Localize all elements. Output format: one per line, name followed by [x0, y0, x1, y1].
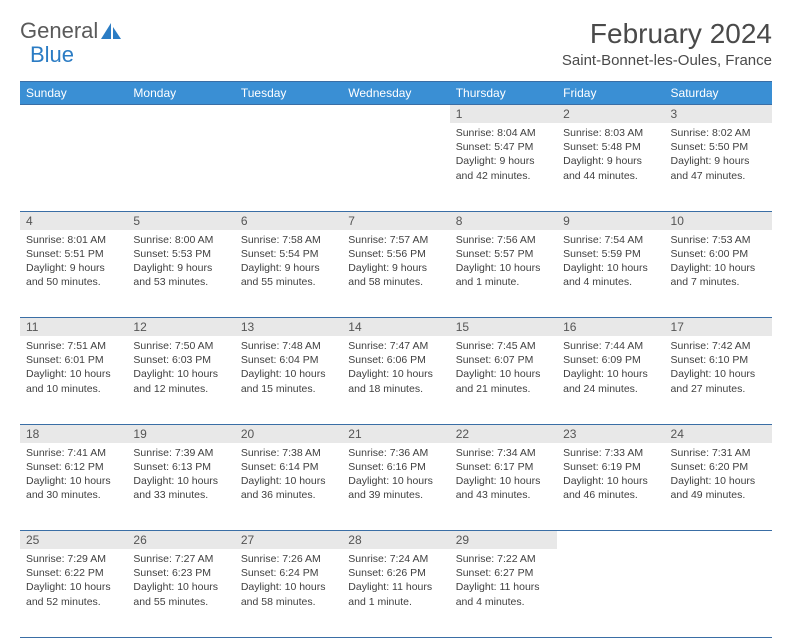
- daynum: 3: [665, 105, 772, 124]
- daynum: 4: [20, 211, 127, 230]
- daynum-row: 123: [20, 105, 772, 124]
- daynum: 2: [557, 105, 664, 124]
- daynum: 29: [450, 531, 557, 550]
- day-detail: Sunrise: 7:26 AMSunset: 6:24 PMDaylight:…: [235, 549, 342, 637]
- daynum-empty: [127, 105, 234, 124]
- daynum-empty: [557, 531, 664, 550]
- daynum: 8: [450, 211, 557, 230]
- header: General February 2024 Saint-Bonnet-les-O…: [20, 18, 772, 69]
- day-detail: Sunrise: 7:38 AMSunset: 6:14 PMDaylight:…: [235, 443, 342, 531]
- daynum-row: 45678910: [20, 211, 772, 230]
- day-detail: Sunrise: 7:39 AMSunset: 6:13 PMDaylight:…: [127, 443, 234, 531]
- day-detail: Sunrise: 8:00 AMSunset: 5:53 PMDaylight:…: [127, 230, 234, 318]
- daynum: 25: [20, 531, 127, 550]
- day-detail: Sunrise: 8:03 AMSunset: 5:48 PMDaylight:…: [557, 123, 664, 211]
- dayname: Friday: [557, 82, 664, 105]
- daynum-empty: [665, 531, 772, 550]
- dayname: Thursday: [450, 82, 557, 105]
- daynum: 7: [342, 211, 449, 230]
- daynum: 17: [665, 318, 772, 337]
- day-detail: Sunrise: 7:27 AMSunset: 6:23 PMDaylight:…: [127, 549, 234, 637]
- logo: General: [20, 18, 124, 44]
- daynum: 19: [127, 424, 234, 443]
- calendar-body: 123Sunrise: 8:04 AMSunset: 5:47 PMDaylig…: [20, 105, 772, 638]
- daynum-empty: [20, 105, 127, 124]
- day-detail: Sunrise: 8:01 AMSunset: 5:51 PMDaylight:…: [20, 230, 127, 318]
- day-detail: Sunrise: 7:56 AMSunset: 5:57 PMDaylight:…: [450, 230, 557, 318]
- dayname: Saturday: [665, 82, 772, 105]
- daynum: 1: [450, 105, 557, 124]
- logo-text-blue: Blue: [30, 42, 74, 68]
- title-block: February 2024 Saint-Bonnet-les-Oules, Fr…: [562, 18, 772, 69]
- location: Saint-Bonnet-les-Oules, France: [562, 52, 772, 69]
- daynum: 11: [20, 318, 127, 337]
- daydetail-empty: [235, 123, 342, 211]
- daydetail-empty: [665, 549, 772, 637]
- logo-sail-icon: [100, 22, 122, 40]
- daydetail-empty: [342, 123, 449, 211]
- month-title: February 2024: [562, 18, 772, 50]
- day-detail: Sunrise: 7:45 AMSunset: 6:07 PMDaylight:…: [450, 336, 557, 424]
- day-detail: Sunrise: 7:47 AMSunset: 6:06 PMDaylight:…: [342, 336, 449, 424]
- day-detail: Sunrise: 7:44 AMSunset: 6:09 PMDaylight:…: [557, 336, 664, 424]
- dayname: Monday: [127, 82, 234, 105]
- daynum: 24: [665, 424, 772, 443]
- day-detail: Sunrise: 7:48 AMSunset: 6:04 PMDaylight:…: [235, 336, 342, 424]
- daynum: 5: [127, 211, 234, 230]
- detail-row: Sunrise: 8:01 AMSunset: 5:51 PMDaylight:…: [20, 230, 772, 318]
- daynum: 12: [127, 318, 234, 337]
- day-detail: Sunrise: 7:24 AMSunset: 6:26 PMDaylight:…: [342, 549, 449, 637]
- daynum: 18: [20, 424, 127, 443]
- daynum-row: 18192021222324: [20, 424, 772, 443]
- day-detail: Sunrise: 7:42 AMSunset: 6:10 PMDaylight:…: [665, 336, 772, 424]
- daydetail-empty: [20, 123, 127, 211]
- daynum: 27: [235, 531, 342, 550]
- day-detail: Sunrise: 7:41 AMSunset: 6:12 PMDaylight:…: [20, 443, 127, 531]
- daynum: 26: [127, 531, 234, 550]
- day-detail: Sunrise: 7:34 AMSunset: 6:17 PMDaylight:…: [450, 443, 557, 531]
- day-detail: Sunrise: 8:02 AMSunset: 5:50 PMDaylight:…: [665, 123, 772, 211]
- day-detail: Sunrise: 7:50 AMSunset: 6:03 PMDaylight:…: [127, 336, 234, 424]
- day-detail: Sunrise: 7:57 AMSunset: 5:56 PMDaylight:…: [342, 230, 449, 318]
- detail-row: Sunrise: 7:41 AMSunset: 6:12 PMDaylight:…: [20, 443, 772, 531]
- day-detail: Sunrise: 7:33 AMSunset: 6:19 PMDaylight:…: [557, 443, 664, 531]
- day-detail: Sunrise: 7:54 AMSunset: 5:59 PMDaylight:…: [557, 230, 664, 318]
- daynum: 10: [665, 211, 772, 230]
- day-detail: Sunrise: 7:29 AMSunset: 6:22 PMDaylight:…: [20, 549, 127, 637]
- daynum-empty: [235, 105, 342, 124]
- logo-text-general: General: [20, 18, 98, 44]
- daynum: 14: [342, 318, 449, 337]
- daynum: 20: [235, 424, 342, 443]
- calendar-table: Sunday Monday Tuesday Wednesday Thursday…: [20, 81, 772, 638]
- daynum: 28: [342, 531, 449, 550]
- daydetail-empty: [557, 549, 664, 637]
- daynum: 16: [557, 318, 664, 337]
- day-detail: Sunrise: 7:58 AMSunset: 5:54 PMDaylight:…: [235, 230, 342, 318]
- daynum: 15: [450, 318, 557, 337]
- daynum-row: 2526272829: [20, 531, 772, 550]
- dayname: Sunday: [20, 82, 127, 105]
- daynum-row: 11121314151617: [20, 318, 772, 337]
- day-detail: Sunrise: 7:31 AMSunset: 6:20 PMDaylight:…: [665, 443, 772, 531]
- dayname: Tuesday: [235, 82, 342, 105]
- daynum: 6: [235, 211, 342, 230]
- daynum: 22: [450, 424, 557, 443]
- day-detail: Sunrise: 7:22 AMSunset: 6:27 PMDaylight:…: [450, 549, 557, 637]
- detail-row: Sunrise: 7:51 AMSunset: 6:01 PMDaylight:…: [20, 336, 772, 424]
- day-detail: Sunrise: 8:04 AMSunset: 5:47 PMDaylight:…: [450, 123, 557, 211]
- detail-row: Sunrise: 8:04 AMSunset: 5:47 PMDaylight:…: [20, 123, 772, 211]
- daynum: 9: [557, 211, 664, 230]
- daydetail-empty: [127, 123, 234, 211]
- dayname-row: Sunday Monday Tuesday Wednesday Thursday…: [20, 82, 772, 105]
- daynum: 23: [557, 424, 664, 443]
- daynum: 13: [235, 318, 342, 337]
- daynum: 21: [342, 424, 449, 443]
- day-detail: Sunrise: 7:36 AMSunset: 6:16 PMDaylight:…: [342, 443, 449, 531]
- daynum-empty: [342, 105, 449, 124]
- day-detail: Sunrise: 7:51 AMSunset: 6:01 PMDaylight:…: [20, 336, 127, 424]
- day-detail: Sunrise: 7:53 AMSunset: 6:00 PMDaylight:…: [665, 230, 772, 318]
- detail-row: Sunrise: 7:29 AMSunset: 6:22 PMDaylight:…: [20, 549, 772, 637]
- dayname: Wednesday: [342, 82, 449, 105]
